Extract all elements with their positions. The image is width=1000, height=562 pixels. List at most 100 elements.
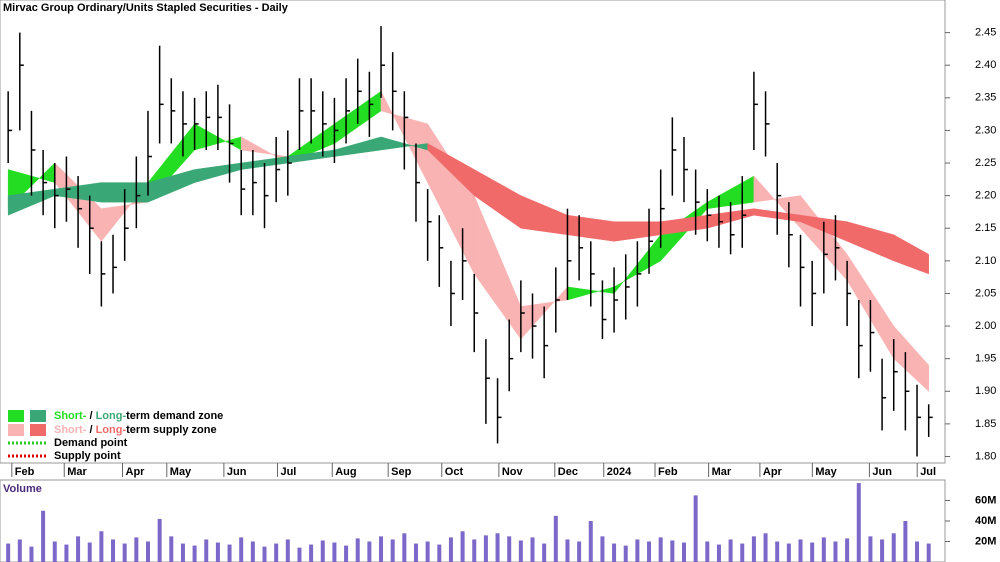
volume-bar bbox=[507, 536, 512, 562]
x-tick-label: Feb bbox=[15, 466, 35, 478]
volume-bar bbox=[810, 542, 815, 562]
y-tick-label: 2.30 bbox=[975, 124, 996, 136]
volume-bar bbox=[880, 539, 885, 562]
volume-bar bbox=[763, 533, 768, 562]
volume-bar bbox=[751, 536, 756, 562]
volume-bar bbox=[926, 543, 931, 562]
legend: Short- / Long-term demand zone Short- / … bbox=[8, 410, 223, 462]
volume-bar bbox=[565, 539, 570, 562]
volume-bar bbox=[169, 536, 174, 562]
volume-bar bbox=[425, 541, 430, 562]
volume-bar bbox=[495, 533, 500, 562]
volume-bar bbox=[798, 539, 803, 562]
volume-bar bbox=[833, 541, 838, 562]
volume-bar bbox=[157, 518, 162, 562]
x-tick-label: Jun bbox=[872, 466, 892, 478]
y-tick-label: 1.95 bbox=[975, 353, 996, 365]
volume-bar bbox=[239, 537, 244, 562]
x-tick-label: Aug bbox=[335, 466, 356, 478]
volume-bar bbox=[76, 536, 81, 562]
x-tick-label: Jun bbox=[227, 466, 247, 478]
volume-bar bbox=[588, 521, 593, 562]
volume-bar bbox=[192, 545, 197, 562]
volume-bar bbox=[355, 538, 360, 562]
x-tick-label: Jul bbox=[280, 466, 296, 478]
volume-bar bbox=[693, 495, 698, 562]
y-tick-label: 2.00 bbox=[975, 320, 996, 332]
x-tick-label: 2024 bbox=[607, 466, 632, 478]
legend-swatch bbox=[30, 410, 46, 422]
x-tick-label: Nov bbox=[502, 466, 524, 478]
y-tick-label: 1.85 bbox=[975, 418, 996, 430]
volume-bar bbox=[344, 545, 349, 562]
y-tick-label: 60M bbox=[975, 494, 996, 506]
volume-bar bbox=[402, 533, 407, 562]
volume-bar bbox=[845, 538, 850, 562]
volume-bar bbox=[379, 536, 384, 562]
volume-bar bbox=[705, 541, 710, 562]
x-tick-label: May bbox=[815, 466, 837, 478]
volume-bar bbox=[274, 543, 279, 562]
legend-text: Demand point bbox=[54, 437, 128, 449]
volume-bar bbox=[99, 531, 104, 562]
volume-bar bbox=[250, 541, 255, 562]
volume-bar bbox=[868, 536, 873, 562]
volume-bar bbox=[390, 539, 395, 562]
y-tick-label: 2.20 bbox=[975, 190, 996, 202]
x-tick-label: May bbox=[170, 466, 192, 478]
legend-text: Short- / Long-term supply zone bbox=[54, 424, 217, 436]
volume-bar bbox=[647, 541, 652, 562]
volume-bar bbox=[577, 541, 582, 562]
volume-bar bbox=[448, 537, 453, 562]
volume-bar bbox=[530, 537, 535, 562]
volume-bar bbox=[332, 542, 337, 562]
volume-bar bbox=[6, 543, 11, 562]
volume-bar bbox=[29, 546, 34, 562]
volume-bar bbox=[320, 540, 325, 562]
volume-bar bbox=[17, 539, 22, 562]
volume-bar bbox=[670, 540, 675, 562]
y-tick-label: 2.05 bbox=[975, 287, 996, 299]
y-tick-label: 2.45 bbox=[975, 27, 996, 39]
volume-bar bbox=[285, 539, 290, 562]
y-tick-label: 40M bbox=[975, 515, 996, 527]
volume-bar bbox=[297, 547, 302, 562]
volume-bar bbox=[821, 537, 826, 562]
volume-bar bbox=[111, 539, 116, 562]
y-tick-label: 2.35 bbox=[975, 92, 996, 104]
x-tick-label: Jul bbox=[920, 466, 936, 478]
volume-bar bbox=[483, 535, 488, 562]
x-tick-label: Sep bbox=[391, 466, 411, 478]
volume-bar bbox=[542, 543, 547, 562]
volume-bar bbox=[309, 544, 314, 562]
x-tick-label: Mar bbox=[712, 466, 732, 478]
volume-label: Volume bbox=[3, 483, 42, 495]
volume-bar bbox=[367, 541, 372, 562]
x-tick-label: Mar bbox=[67, 466, 87, 478]
volume-bar bbox=[52, 541, 57, 562]
volume-bar bbox=[227, 544, 232, 562]
volume-bar bbox=[553, 515, 558, 562]
volume-bar bbox=[786, 543, 791, 562]
volume-bar bbox=[775, 541, 780, 562]
volume-bar bbox=[87, 542, 92, 562]
y-tick-label: 2.40 bbox=[975, 59, 996, 71]
zone-ribbon bbox=[893, 325, 929, 392]
y-tick-label: 1.80 bbox=[975, 450, 996, 462]
x-tick-label: Feb bbox=[658, 466, 678, 478]
volume-bar bbox=[856, 483, 861, 562]
volume-bar bbox=[740, 543, 745, 562]
volume-bar bbox=[600, 536, 605, 562]
y-tick-label: 2.25 bbox=[975, 157, 996, 169]
volume-bar bbox=[215, 542, 220, 562]
volume-bar bbox=[437, 544, 442, 562]
x-tick-label: Dec bbox=[558, 466, 578, 478]
volume-bar bbox=[262, 546, 267, 562]
x-tick-label: Apr bbox=[126, 466, 146, 478]
x-tick-label: Oct bbox=[445, 466, 464, 478]
volume-bar bbox=[518, 540, 523, 562]
y-tick-label: 2.10 bbox=[975, 255, 996, 267]
volume-bar bbox=[122, 543, 127, 562]
volume-bar bbox=[915, 541, 920, 562]
zone-ribbon bbox=[893, 234, 929, 275]
